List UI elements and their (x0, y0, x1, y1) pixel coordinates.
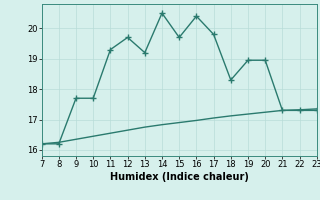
X-axis label: Humidex (Indice chaleur): Humidex (Indice chaleur) (110, 172, 249, 182)
